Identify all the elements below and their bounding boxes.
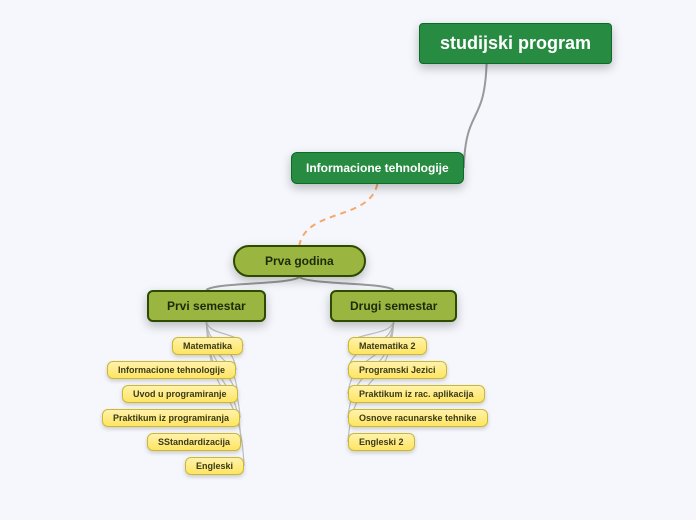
node-sem2[interactable]: Drugi semestar xyxy=(330,290,457,322)
connector-sem1-s1c3 xyxy=(206,322,237,394)
node-s1c1[interactable]: Matematika xyxy=(172,337,243,355)
node-s1c2[interactable]: Informacione tehnologije xyxy=(107,361,236,379)
node-s1c3[interactable]: Uvod u programiranje xyxy=(122,385,238,403)
node-sem1[interactable]: Prvi semestar xyxy=(147,290,266,322)
node-s2c4[interactable]: Osnove racunarske tehnike xyxy=(348,409,488,427)
connector-it-year1 xyxy=(299,184,377,245)
node-s2c5[interactable]: Engleski 2 xyxy=(348,433,415,451)
node-s1c5[interactable]: SStandardizacija xyxy=(147,433,241,451)
node-it[interactable]: Informacione tehnologije xyxy=(291,152,464,184)
connector-root-it xyxy=(464,64,487,168)
connector-sem2-s2c3 xyxy=(348,322,394,394)
mindmap-stage: { "background": "#f5f7fc", "nodes": [ { … xyxy=(0,0,696,520)
node-s2c3[interactable]: Praktikum iz rac. aplikacija xyxy=(348,385,485,403)
connector-year1-sem2 xyxy=(299,277,393,290)
node-s1c4[interactable]: Praktikum iz programiranja xyxy=(102,409,240,427)
node-s2c1[interactable]: Matematika 2 xyxy=(348,337,427,355)
node-s2c2[interactable]: Programski Jezici xyxy=(348,361,447,379)
connector-year1-sem1 xyxy=(206,277,299,290)
node-s1c6[interactable]: Engleski xyxy=(185,457,244,475)
node-year1[interactable]: Prva godina xyxy=(233,245,366,277)
node-root[interactable]: studijski program xyxy=(419,23,612,64)
